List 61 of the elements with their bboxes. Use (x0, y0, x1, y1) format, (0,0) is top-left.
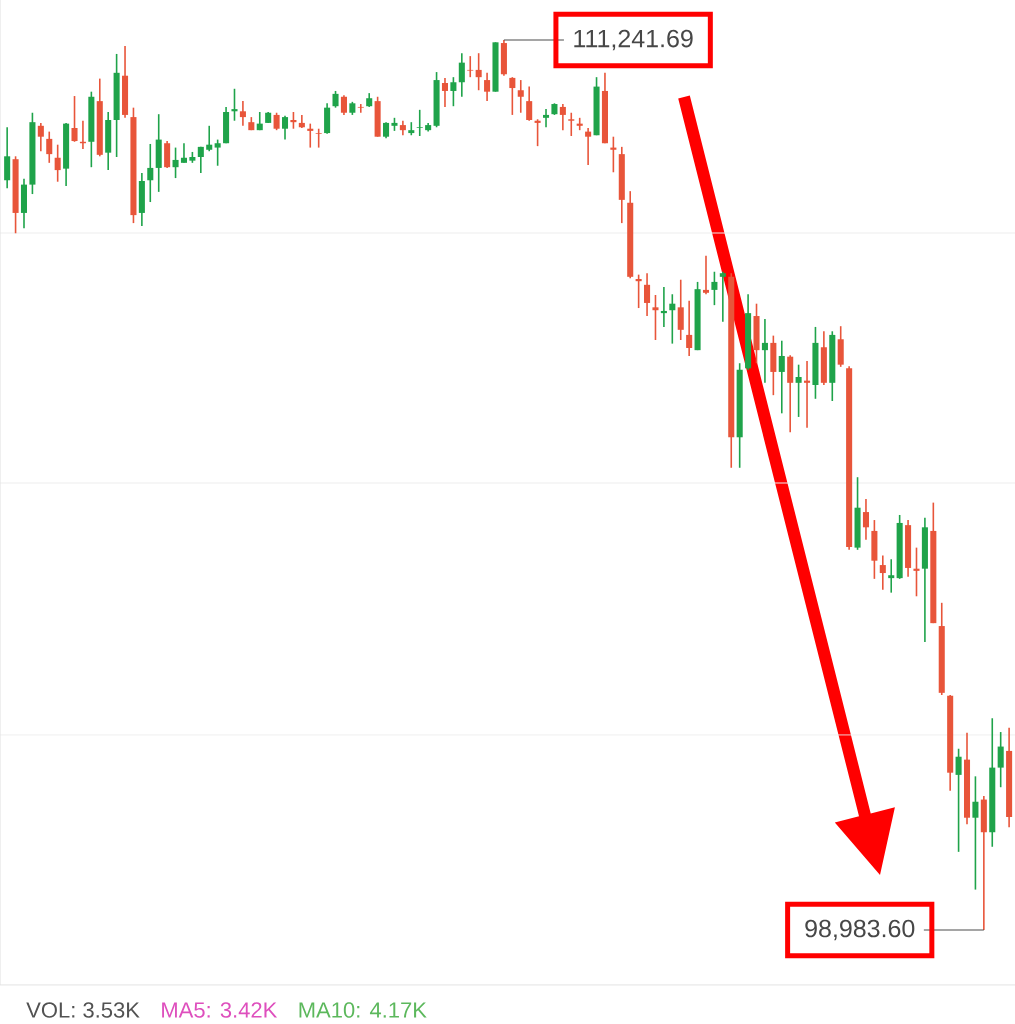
candlestick (719, 270, 726, 323)
candlestick (534, 118, 541, 147)
candlestick (972, 775, 979, 891)
candlestick (795, 363, 802, 418)
candlestick (585, 127, 592, 166)
annotation: 98,983.60 (805, 919, 915, 941)
candlestick (239, 100, 246, 127)
candlestick (888, 558, 895, 594)
text: MA5: 3.42K (162, 1002, 278, 1018)
candlestick (340, 94, 347, 116)
candlestick (711, 270, 718, 306)
candlestick (509, 76, 516, 116)
candlestick (568, 111, 575, 137)
candlestick (913, 546, 920, 598)
candlestick (559, 103, 566, 131)
candlestick (206, 125, 213, 153)
candlestick (635, 273, 642, 309)
candlestick (467, 55, 474, 78)
candlestick (484, 72, 491, 102)
candlestick (4, 126, 11, 190)
candlestick (677, 278, 684, 341)
candlestick (686, 299, 693, 357)
annotation: 111,241.69 (574, 29, 693, 51)
candlestick (71, 95, 78, 143)
candlestick (702, 254, 710, 296)
candlestick (416, 109, 423, 137)
candlestick (54, 143, 61, 183)
candlestick (955, 747, 962, 853)
candlestick (542, 108, 550, 129)
candlestick (315, 127, 322, 149)
candlestick (526, 85, 533, 122)
candlestick (357, 103, 364, 114)
candlestick (164, 140, 171, 169)
candlestick (644, 272, 651, 317)
candlestick (475, 52, 482, 92)
text: VOL: 3.53K (26, 1002, 140, 1018)
candlestick (652, 294, 659, 341)
candlestick (214, 138, 221, 167)
candlestick (610, 135, 617, 174)
candlestick (778, 339, 785, 415)
candlestick (450, 76, 457, 108)
candlestick (441, 77, 449, 108)
candlestick (46, 130, 53, 164)
candlestick (281, 114, 289, 141)
candlestick (517, 79, 524, 114)
text: MA10: 4.17K (299, 1002, 427, 1018)
candlestick (862, 498, 869, 541)
candlestick (37, 122, 44, 153)
candlestick (761, 318, 768, 384)
candlestick (660, 286, 667, 328)
candlestick (231, 87, 238, 122)
candlestick (997, 731, 1004, 789)
candlestick (172, 146, 179, 179)
candlestick (669, 293, 676, 345)
candlestick (804, 360, 811, 429)
candlestick (458, 52, 465, 98)
candlestick (147, 143, 154, 203)
candlestick (180, 142, 187, 164)
candlestick (307, 122, 314, 149)
candlestick (879, 554, 886, 591)
candlestick (197, 146, 204, 174)
